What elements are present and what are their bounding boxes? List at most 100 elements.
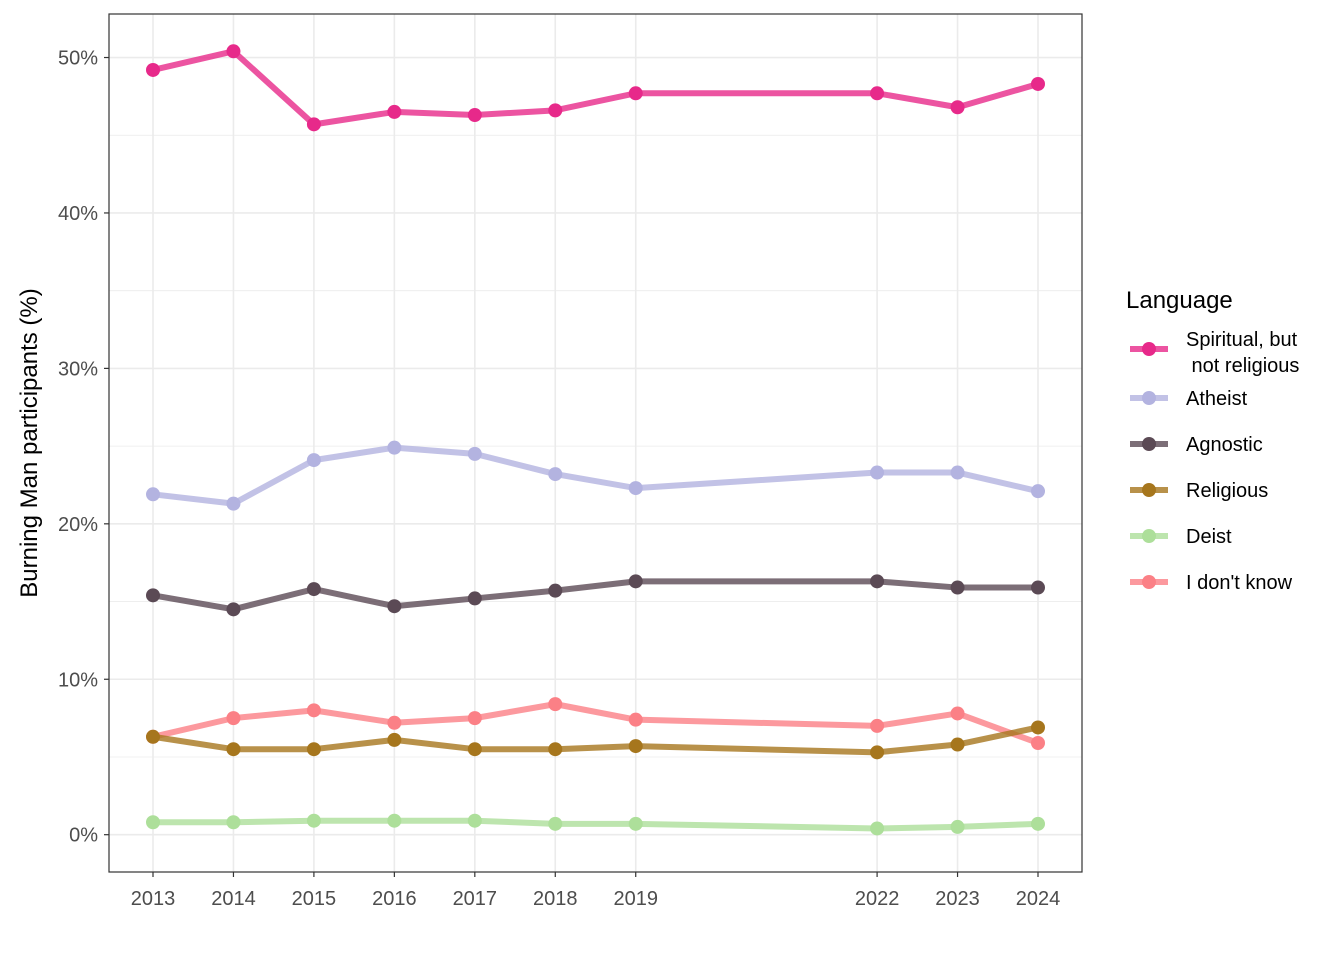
legend-item: Spiritual, but not religious [1130,329,1299,377]
data-point [146,588,160,603]
legend-key-point [1142,575,1156,589]
data-point [306,742,321,757]
legend-label-line: not religious [1186,355,1299,377]
legend-key-point [1142,483,1156,497]
legend-item: I don't know [1130,572,1293,594]
data-point [870,718,885,733]
data-point [628,712,643,727]
data-point [870,745,885,760]
data-point [628,739,643,754]
data-point [1031,735,1045,750]
legend-title: Language [1126,287,1233,314]
data-point [628,86,643,101]
data-point [1031,816,1045,831]
data-point [387,715,402,730]
data-point [146,729,160,744]
data-point [306,117,321,132]
data-point [467,446,482,461]
legend-label: Deist [1186,526,1232,548]
x-tick-label: 2017 [453,888,498,910]
data-point [306,582,321,597]
data-point [1031,720,1045,735]
legend-item: Atheist [1130,388,1248,410]
data-point [387,104,402,119]
data-point [146,487,160,502]
legend-item: Religious [1130,480,1268,502]
y-tick-label: 10% [58,669,98,691]
data-point [387,440,402,455]
data-point [628,574,643,589]
data-point [548,467,563,482]
y-tick-label: 30% [58,358,98,380]
data-point [628,816,643,831]
x-tick-label: 2015 [292,888,337,910]
y-tick-label: 40% [58,203,98,225]
y-tick-label: 0% [69,825,98,847]
data-point [870,465,885,480]
series-line [152,724,1039,756]
grid [109,14,1082,872]
x-tick-label: 2018 [533,888,578,910]
legend-label: I don't know [1186,572,1293,594]
data-point [226,44,241,59]
data-point [1031,484,1045,499]
y-tick-label: 20% [58,514,98,536]
data-point [548,742,563,757]
data-point [950,465,965,480]
y-tick-label: 50% [58,48,98,70]
legend-label: Atheist [1186,388,1248,410]
data-point [306,813,321,828]
legend-key-point [1142,342,1156,356]
data-point [548,103,563,118]
data-point [950,819,965,834]
legend: Language Spiritual, but not religious Ath… [1126,287,1299,594]
series-4 [146,813,1045,836]
legend-item: Agnostic [1130,434,1263,456]
data-point [467,591,482,606]
series-2 [146,574,1045,617]
legend-label: Spiritual, but not religious [1186,329,1299,377]
data-point [226,742,241,757]
data-point [387,599,402,614]
data-point [467,711,482,726]
data-point [950,737,965,752]
data-point [950,580,965,595]
data-point [950,706,965,721]
series-1 [146,440,1045,511]
data-point [628,481,643,496]
x-tick-label: 2024 [1016,888,1061,910]
data-point [146,815,160,830]
data-point [306,703,321,718]
data-point [1031,76,1045,91]
series-line [152,701,1040,746]
x-tick-label: 2013 [131,888,176,910]
series-layer [146,44,1045,836]
data-point [226,496,241,511]
data-point [548,697,563,712]
axes: 0% 10% 20% 30% 40% 50% 2013 2014 2015 2016 2017 201… [58,48,1060,910]
x-tick-label: 2014 [211,888,256,910]
legend-item: Deist [1130,526,1232,548]
data-point [226,815,241,830]
series-0 [146,44,1045,132]
data-point [870,86,885,101]
data-point [870,821,885,836]
series-line [152,48,1039,128]
series-line [153,817,1039,832]
series-line [152,444,1039,507]
data-point [870,574,885,589]
plot-panel-border [108,13,1083,873]
data-point [950,100,965,115]
data-point [548,583,563,598]
legend-label-line: Spiritual, but [1186,329,1298,351]
data-point [226,602,241,617]
data-point [306,453,321,468]
data-point [226,711,241,726]
data-point [146,62,160,77]
data-point [387,813,402,828]
x-tick-label: 2019 [613,888,658,910]
x-tick-label: 2016 [372,888,417,910]
data-point [387,732,402,747]
legend-key-point [1142,529,1156,543]
